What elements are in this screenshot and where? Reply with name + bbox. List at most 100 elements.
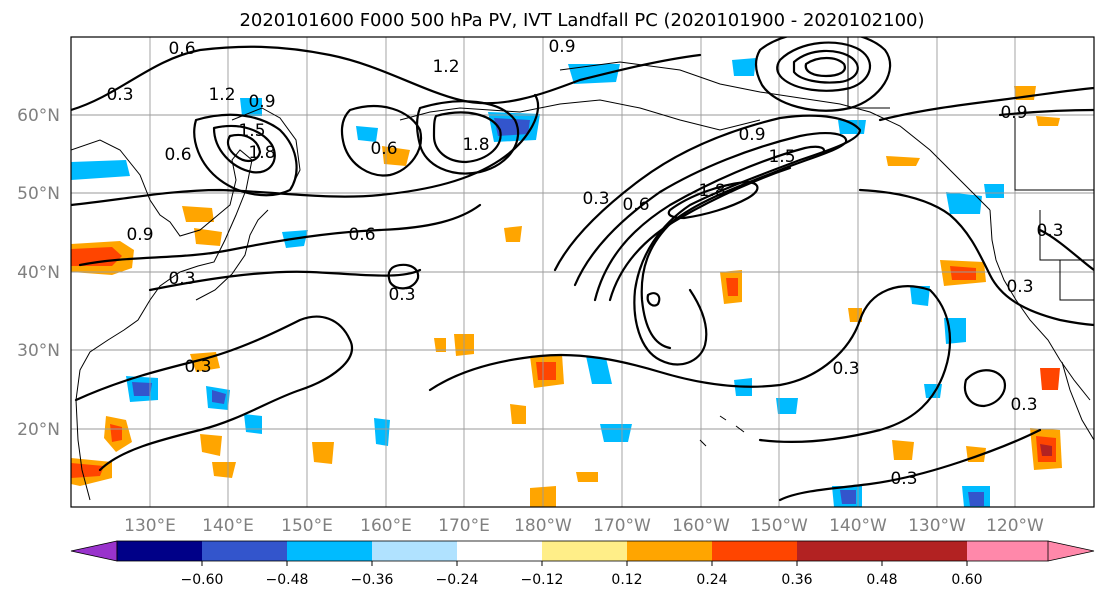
- contour-label: 0.3: [168, 269, 195, 289]
- contour-label: 0.3: [1036, 221, 1063, 241]
- pv-contour: [148, 268, 422, 292]
- colorbar-tick-label: 0.12: [611, 572, 642, 588]
- shade-patch: [1036, 116, 1060, 126]
- baja-coastline: [1061, 361, 1094, 441]
- contour-label: 0.3: [1006, 277, 1033, 297]
- lon-label: 130°W: [908, 516, 966, 536]
- kamchatka-coastline: [231, 107, 301, 191]
- lat-label: 50°N: [17, 184, 60, 204]
- shade-patch: [382, 146, 410, 166]
- pv-contour: [415, 100, 520, 175]
- lon-label: 180°W: [514, 516, 572, 536]
- contour-label: 1.8: [462, 135, 489, 155]
- pv-contour: [998, 108, 1094, 117]
- contour-label: 1.8: [698, 181, 725, 201]
- contour-label: 0.9: [738, 125, 765, 145]
- hawaii-islands: [699, 415, 745, 447]
- shade-patch: [732, 58, 756, 76]
- pv-contour: [387, 263, 420, 290]
- shade-patch: [194, 228, 222, 246]
- colorbar-extend-low: [70, 540, 118, 562]
- lon-label: 150°E: [281, 516, 333, 536]
- colorbar-tick-label: 0.24: [696, 572, 727, 588]
- contour-label: 0.6: [370, 139, 397, 159]
- lon-label: 140°W: [829, 516, 887, 536]
- lat-label: 30°N: [17, 341, 60, 361]
- pv-contour: [553, 114, 862, 366]
- shade-patch: [726, 278, 738, 296]
- pv-contour: [778, 428, 1042, 502]
- pv-contour: [755, 37, 892, 112]
- shade-patch: [910, 286, 930, 306]
- contour-label: 0.6: [164, 145, 191, 165]
- pv-contour: [667, 180, 759, 220]
- pv-contour: [71, 45, 702, 112]
- shade-patch: [312, 442, 334, 464]
- lon-label: 160°W: [672, 516, 730, 536]
- shade-patch: [240, 98, 262, 116]
- map-panel: 0.6 0.3 0.9 1.2 1.5 1.8 0.6 0.6 1.8 0.6 …: [70, 36, 1095, 508]
- colorbar-tick-label: 0.60: [951, 572, 982, 588]
- figure-title: 2020101600 F000 500 hPa PV, IVT Landfall…: [239, 10, 924, 31]
- pv-contour: [212, 124, 276, 174]
- colorbar-bin: [117, 541, 202, 561]
- contour-label: 1.8: [248, 143, 275, 163]
- contour-label: 0.9: [248, 92, 275, 112]
- shade-patch: [110, 424, 122, 442]
- shade-patch: [586, 356, 612, 384]
- colorbar-bin: [542, 541, 627, 561]
- shade-patch: [950, 266, 976, 280]
- latitude-labels: 60°N 50°N 40°N 30°N 20°N: [17, 106, 60, 440]
- shade-patch: [504, 226, 522, 242]
- contour-label: 0.3: [1010, 395, 1037, 415]
- lat-label: 20°N: [17, 420, 60, 440]
- colorbar-bin: [287, 541, 372, 561]
- shade-patch: [182, 206, 214, 222]
- shade-patch: [510, 404, 526, 424]
- contour-label: 1.5: [238, 121, 265, 141]
- alaska-coastline: [559, 61, 991, 211]
- pv-contour: [792, 49, 859, 84]
- pv-contour: [573, 132, 848, 350]
- shade-patch: [356, 126, 378, 142]
- contour-label: 0.9: [126, 225, 153, 245]
- shade-patch: [244, 414, 262, 434]
- pv-contour: [78, 203, 482, 267]
- map-frame: [70, 36, 1095, 508]
- colorbar-bin: [882, 541, 967, 561]
- shade-patch: [200, 434, 222, 456]
- contour-label: 0.6: [168, 39, 195, 59]
- shade-patch: [946, 192, 982, 214]
- pv-contour: [593, 145, 826, 302]
- lon-label: 160°E: [360, 516, 412, 536]
- pv-contour: [963, 369, 1006, 408]
- shade-patch: [1040, 444, 1052, 456]
- colorbar-bin: [202, 541, 287, 561]
- lon-label: 170°W: [593, 516, 651, 536]
- shade-patch: [576, 472, 598, 482]
- shade-patch: [984, 184, 1004, 198]
- contour-label: 0.9: [548, 37, 575, 57]
- pv-contour: [878, 86, 1094, 122]
- contour-label: 0.3: [184, 357, 211, 377]
- shade-patch: [212, 462, 236, 478]
- colorbar-tick-labels: −0.60 −0.48 −0.36 −0.24 −0.12 0.12 0.24 …: [181, 572, 983, 588]
- colorbar-tick-label: −0.12: [521, 572, 564, 588]
- contour-label: 0.3: [388, 285, 415, 305]
- lat-label: 60°N: [17, 106, 60, 126]
- pv-contour: [858, 188, 1094, 327]
- pv-contour: [193, 113, 298, 197]
- pv-contour: [776, 41, 871, 92]
- shade-patch: [71, 463, 104, 478]
- shade-patch: [840, 490, 856, 504]
- shade-patch: [132, 382, 152, 396]
- lon-label: 170°E: [438, 516, 490, 536]
- colorbar-tick-label: 0.48: [866, 572, 897, 588]
- pv-contour: [428, 285, 952, 444]
- colorbar-bin: [797, 541, 882, 561]
- colorbar-bin: [372, 541, 457, 561]
- aleutian-chain: [399, 99, 761, 131]
- shade-patch: [374, 418, 390, 446]
- lon-label: 150°W: [750, 516, 808, 536]
